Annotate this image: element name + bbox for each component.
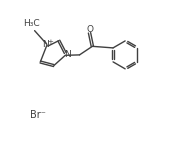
Text: +: +	[47, 39, 53, 45]
Text: H₃C: H₃C	[23, 19, 39, 28]
Text: N: N	[64, 50, 71, 59]
Text: Br⁻: Br⁻	[30, 110, 45, 120]
Text: O: O	[86, 25, 93, 34]
Text: N: N	[42, 40, 48, 49]
